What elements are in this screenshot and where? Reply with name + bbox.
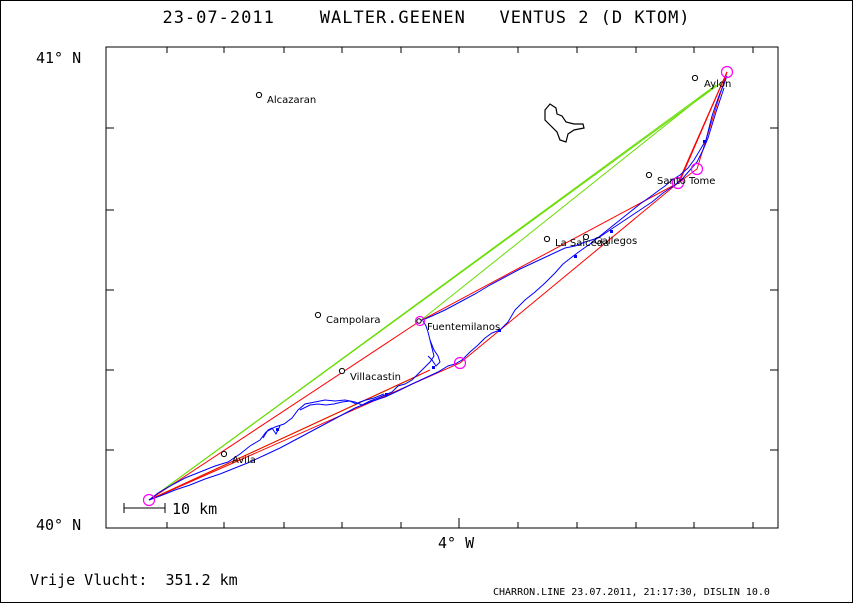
lat-top-label: 41° N [36,49,81,67]
footer-info: CHARRON.LINE 23.07.2011, 21:17:30, DISLI… [493,587,770,598]
place-label-campolara: Campolara [326,315,380,326]
lon-center-label: 4° W [438,534,475,552]
free-flight-lines [148,79,726,501]
turnpoint-4 [690,162,704,176]
axis-ticks [106,47,778,528]
place-marker-avila [220,450,228,458]
place-marker-santo-tome [645,171,653,179]
glider-name: VENTUS 2 (D KTOM) [499,8,691,28]
place-marker-villacastin [338,367,346,375]
plot-border [105,46,779,529]
turnpoint-start [142,493,156,507]
summary-label: Vrije Vlucht: [30,571,148,589]
place-label-villacastin: Villacastin [350,372,401,383]
turnpoints [142,65,734,507]
place-label-fuentemilanos: Fuentemilanos [427,322,500,333]
place-marker-fuentemilanos [416,318,422,324]
lat-bottom-label: 40° N [36,516,81,534]
turnpoint-finish [414,315,426,327]
pilot-name: WALTER.GEENEN [319,8,466,28]
task-legs [148,71,728,501]
scale-bar: 10 km [123,500,217,518]
turnpoint-3 [720,65,734,79]
place-marker-campolara [314,311,322,319]
flight-summary: Vrije Vlucht: 351.2 km [30,571,238,589]
place-marker-alcazaran [255,91,263,99]
place-label-la-salceda: La Salceda [555,238,609,249]
turnpoint-1 [453,356,467,370]
track-markers [276,140,706,431]
place-label-gallegos: Gallegos [594,236,637,247]
turnpoint-2 [671,176,685,190]
place-label-alcazaran: Alcazaran [267,95,316,106]
scale-label: 10 km [172,500,217,518]
place-label-aylon: Aylon [704,79,731,90]
place-marker-aylon [691,74,699,82]
place-label-avila: Avila [232,455,256,466]
place-markers: Alcazaran Aylon Santo Tome La Salceda Ga… [220,74,731,466]
flight-date: 23-07-2011 [162,8,275,28]
place-marker-la-salceda [543,235,551,243]
place-marker-gallegos [582,233,590,241]
summary-distance: 351.2 km [165,571,238,589]
reservoir-outline [544,103,585,143]
place-label-santo-tome: Santo Tome [657,176,715,187]
flight-title: 23-07-2011 WALTER.GEENEN VENTUS 2 (D KTO… [0,8,853,28]
